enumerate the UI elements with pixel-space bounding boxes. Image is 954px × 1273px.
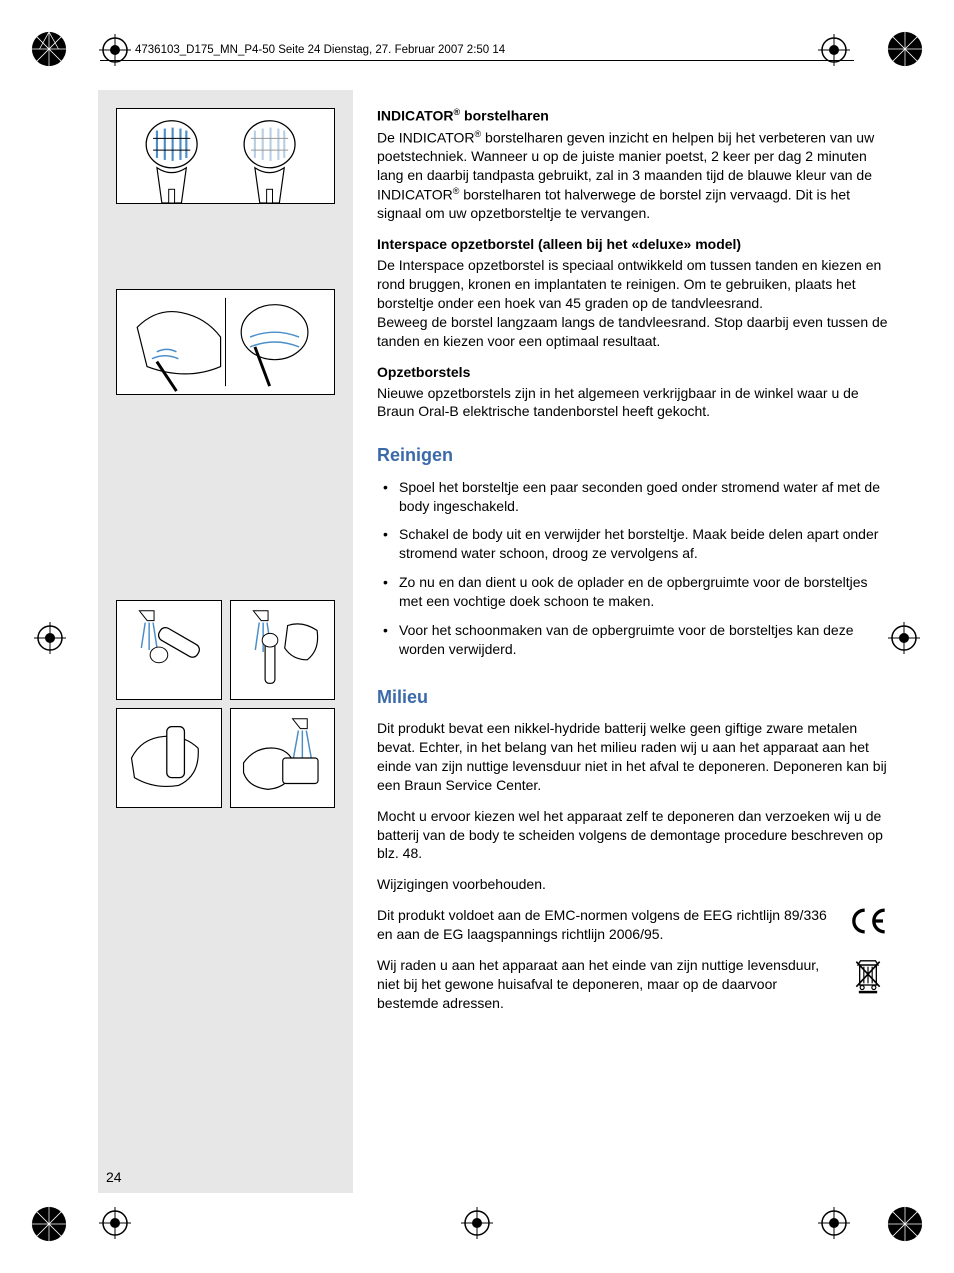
ce-mark-icon xyxy=(848,906,888,936)
color-bar-tr xyxy=(886,30,924,68)
milieu-p4: Dit produkt voldoet aan de EMC-normen vo… xyxy=(377,906,834,944)
reinigen-b4: Voor het schoonmaken van de opbergruimte… xyxy=(377,621,888,659)
reg-mark-t2 xyxy=(814,30,854,70)
page-number: 24 xyxy=(106,1168,122,1187)
milieu-p4-row: Dit produkt voldoet aan de EMC-normen vo… xyxy=(377,906,888,944)
reinigen-b1: Spoel het borsteltje een paar seconden g… xyxy=(377,478,888,516)
illus-interspace xyxy=(116,289,335,395)
text-column: INDICATOR® borstelharen De INDICATOR® bo… xyxy=(353,90,888,1193)
opzet-body: Nieuwe opzetborstels zijn in het algemee… xyxy=(377,384,888,422)
illus-rinse-row2 xyxy=(116,708,335,808)
indicator-heading-suffix: borstelharen xyxy=(460,108,549,124)
reinigen-b2: Schakel de body uit en verwijder het bor… xyxy=(377,525,888,563)
reg-mark-r xyxy=(884,618,924,658)
interspace-body1: De Interspace opzetborstel is speciaal o… xyxy=(377,256,888,313)
indicator-heading: INDICATOR® borstelharen xyxy=(377,106,888,126)
milieu-p5: Wij raden u aan het apparaat aan het ein… xyxy=(377,956,834,1013)
milieu-p1: Dit produkt bevat een nikkel-hydride bat… xyxy=(377,719,888,795)
reg-mark-b xyxy=(95,1203,135,1243)
reinigen-title: Reinigen xyxy=(377,443,888,467)
opzet-heading: Opzetborstels xyxy=(377,363,888,382)
color-bar-tl xyxy=(30,30,68,68)
interspace-heading: Interspace opzetborstel (alleen bij het … xyxy=(377,235,888,254)
milieu-p2: Mocht u ervoor kiezen wel het apparaat z… xyxy=(377,807,888,864)
reinigen-list: Spoel het borsteltje een paar seconden g… xyxy=(377,478,888,669)
page-body: INDICATOR® borstelharen De INDICATOR® bo… xyxy=(98,90,888,1193)
illustration-column xyxy=(98,90,353,1193)
milieu-title: Milieu xyxy=(377,685,888,709)
reg-mark-b2 xyxy=(814,1203,854,1243)
reg-mark-l xyxy=(30,618,70,658)
milieu-p3: Wijzigingen voorbehouden. xyxy=(377,875,888,894)
header-note: 4736103_D175_MN_P4-50 Seite 24 Dienstag,… xyxy=(135,43,505,59)
reg-mark-bc xyxy=(457,1203,497,1243)
weee-bin-icon xyxy=(848,956,888,994)
interspace-body2: Beweeg de borstel langzaam langs de tand… xyxy=(377,313,888,351)
indicator-heading-prefix: INDICATOR xyxy=(377,108,453,124)
header-rule xyxy=(100,60,854,61)
reinigen-b3: Zo nu en dan dient u ook de oplader en d… xyxy=(377,573,888,611)
color-bar-bl xyxy=(30,1205,68,1243)
indicator-body: De INDICATOR® borstelharen geven inzicht… xyxy=(377,128,888,224)
illus-brush-heads xyxy=(116,108,335,204)
color-bar-br xyxy=(886,1205,924,1243)
milieu-p5-row: Wij raden u aan het apparaat aan het ein… xyxy=(377,956,888,1013)
reg-mark-t xyxy=(95,30,135,70)
illus-rinse-row1 xyxy=(116,600,335,700)
